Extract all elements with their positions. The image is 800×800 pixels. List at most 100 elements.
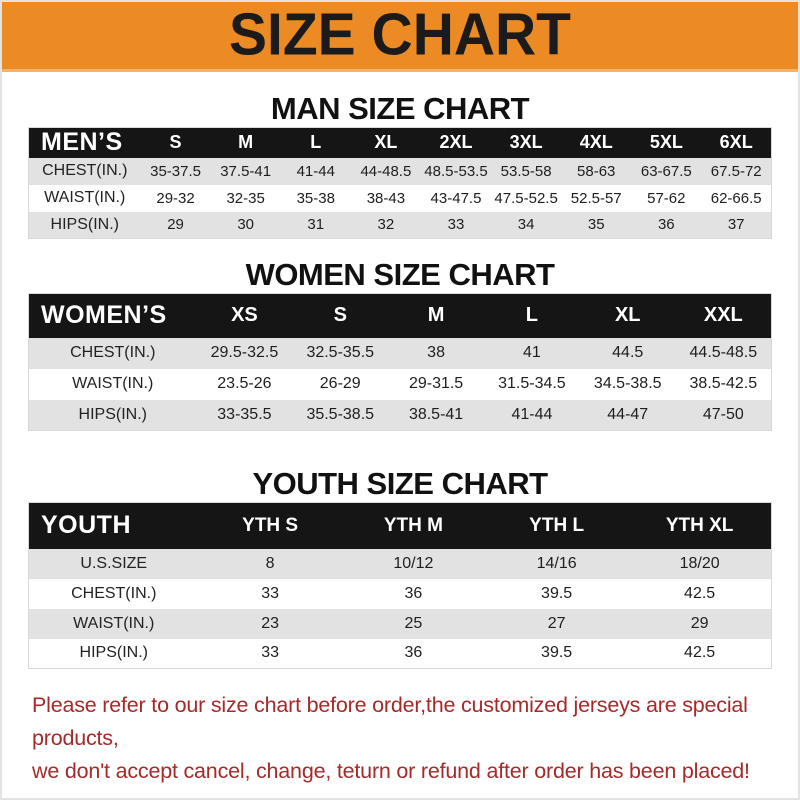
size-value-cell: 36 [341, 638, 485, 669]
table-row: CHEST(IN.) 33 36 39.5 42.5 [28, 578, 772, 609]
size-value-cell: 29-31.5 [388, 368, 484, 400]
size-value-cell: 31.5-34.5 [483, 368, 580, 400]
column-header: S [140, 127, 211, 158]
size-value-cell: 27 [485, 608, 629, 639]
column-header: 4XL [561, 127, 632, 158]
size-value-cell: 35-38 [280, 184, 351, 212]
table-row: HIPS(IN.) 33 36 39.5 42.5 [28, 638, 772, 669]
size-value-cell: 67.5-72 [701, 157, 772, 185]
table-row: WAIST(IN.) 23 25 27 29 [28, 608, 772, 639]
footer-disclaimer-line1: Please refer to our size chart before or… [32, 693, 748, 750]
table-row: CHEST(IN.) 35-37.5 37.5-41 41-44 44-48.5… [28, 157, 772, 185]
size-value-cell: 32.5-35.5 [292, 337, 389, 369]
column-header: 6XL [701, 127, 772, 158]
size-value-cell: 14/16 [485, 548, 629, 579]
column-header: XS [196, 293, 293, 338]
size-value-cell: 39.5 [485, 578, 629, 609]
row-label-cell: CHEST(IN.) [28, 157, 141, 185]
footer-disclaimer: Please refer to our size chart before or… [2, 689, 798, 788]
size-value-cell: 52.5-57 [561, 184, 632, 212]
size-value-cell: 41 [483, 337, 580, 369]
table-row: CHEST(IN.) 29.5-32.5 32.5-35.5 38 41 44.… [28, 337, 772, 369]
column-header: 5XL [631, 127, 702, 158]
size-value-cell: 35 [561, 211, 632, 239]
size-value-cell: 41-44 [280, 157, 351, 185]
size-value-cell: 32-35 [210, 184, 281, 212]
size-value-cell: 8 [198, 548, 342, 579]
size-value-cell: 42.5 [628, 578, 772, 609]
column-header: YTH S [198, 502, 342, 549]
column-header: L [483, 293, 580, 338]
womens-table-title: WOMEN’S [28, 293, 197, 338]
size-value-cell: 41-44 [483, 399, 580, 431]
size-value-cell: 44-47 [579, 399, 676, 431]
size-value-cell: 47.5-52.5 [491, 184, 562, 212]
column-header: L [280, 127, 351, 158]
row-label-cell: WAIST(IN.) [28, 184, 141, 212]
column-header: YTH XL [628, 502, 772, 549]
man-size-chart-heading: MAN SIZE CHART [270, 91, 530, 126]
column-header: 2XL [420, 127, 492, 158]
mens-size-table: MEN’S S M L XL 2XL 3XL 4XL 5XL 6XL CHEST… [28, 127, 772, 239]
size-value-cell: 33 [198, 578, 342, 609]
women-size-chart-heading: WOMEN SIZE CHART [245, 257, 555, 292]
size-value-cell: 29-32 [140, 184, 211, 212]
size-value-cell: 26-29 [292, 368, 389, 400]
column-header: S [292, 293, 389, 338]
size-value-cell: 37 [701, 211, 772, 239]
row-label-cell: HIPS(IN.) [28, 638, 199, 669]
row-label-cell: CHEST(IN.) [28, 337, 197, 369]
size-value-cell: 10/12 [341, 548, 485, 579]
table-row: WAIST(IN.) 23.5-26 26-29 29-31.5 31.5-34… [28, 368, 772, 400]
size-value-cell: 38-43 [350, 184, 421, 212]
size-value-cell: 38.5-42.5 [675, 368, 772, 400]
table-row: WAIST(IN.) 29-32 32-35 35-38 38-43 43-47… [28, 184, 772, 212]
size-value-cell: 38.5-41 [388, 399, 484, 431]
womens-size-table: WOMEN’S XS S M L XL XXL CHEST(IN.) 29.5-… [28, 293, 772, 431]
mens-table-title: MEN’S [28, 127, 141, 158]
row-label-cell: HIPS(IN.) [28, 211, 141, 239]
size-value-cell: 35.5-38.5 [292, 399, 389, 431]
size-chart-banner: SIZE CHART [2, 2, 798, 72]
row-label-cell: CHEST(IN.) [28, 578, 199, 609]
size-value-cell: 37.5-41 [210, 157, 281, 185]
size-value-cell: 31 [280, 211, 351, 239]
table-row: HIPS(IN.) 33-35.5 35.5-38.5 38.5-41 41-4… [28, 399, 772, 431]
row-label-cell: HIPS(IN.) [28, 399, 197, 431]
youth-size-chart-heading: YOUTH SIZE CHART [252, 466, 548, 501]
size-value-cell: 33-35.5 [196, 399, 293, 431]
size-value-cell: 63-67.5 [631, 157, 702, 185]
size-value-cell: 25 [341, 608, 485, 639]
size-value-cell: 48.5-53.5 [420, 157, 492, 185]
table-row: HIPS(IN.) 29 30 31 32 33 34 35 36 37 [28, 211, 772, 239]
row-label-cell: WAIST(IN.) [28, 608, 199, 639]
column-header: XL [579, 293, 676, 338]
size-value-cell: 23.5-26 [196, 368, 293, 400]
footer-disclaimer-line2: we don't accept cancel, change, teturn o… [32, 759, 750, 783]
size-value-cell: 30 [210, 211, 281, 239]
column-header: M [210, 127, 281, 158]
size-value-cell: 36 [631, 211, 702, 239]
size-value-cell: 34.5-38.5 [579, 368, 676, 400]
womens-header-row: WOMEN’S XS S M L XL XXL [28, 293, 772, 338]
row-label-cell: WAIST(IN.) [28, 368, 197, 400]
size-value-cell: 18/20 [628, 548, 772, 579]
size-value-cell: 34 [491, 211, 562, 239]
youth-header-row: YOUTH YTH S YTH M YTH L YTH XL [28, 502, 772, 549]
size-value-cell: 32 [350, 211, 421, 239]
size-value-cell: 42.5 [628, 638, 772, 669]
column-header: 3XL [491, 127, 562, 158]
size-value-cell: 33 [420, 211, 492, 239]
size-value-cell: 36 [341, 578, 485, 609]
size-value-cell: 29 [140, 211, 211, 239]
size-value-cell: 29.5-32.5 [196, 337, 293, 369]
size-value-cell: 57-62 [631, 184, 702, 212]
size-value-cell: 23 [198, 608, 342, 639]
mens-header-row: MEN’S S M L XL 2XL 3XL 4XL 5XL 6XL [28, 127, 772, 158]
column-header: YTH L [485, 502, 629, 549]
column-header: XXL [675, 293, 772, 338]
size-value-cell: 33 [198, 638, 342, 669]
size-value-cell: 47-50 [675, 399, 772, 431]
size-value-cell: 53.5-58 [491, 157, 562, 185]
size-value-cell: 62-66.5 [701, 184, 772, 212]
